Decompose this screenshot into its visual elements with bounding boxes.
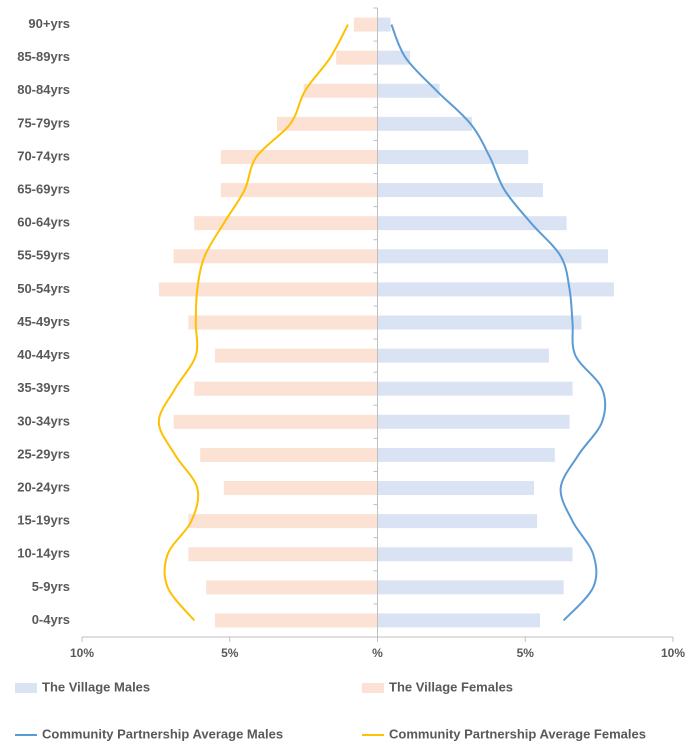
category-label: 35-39yrs bbox=[17, 380, 70, 395]
category-label: 0-4yrs bbox=[32, 612, 70, 627]
bar bbox=[377, 315, 582, 330]
category-label: 75-79yrs bbox=[17, 115, 70, 130]
legend-label: Community Partnership Average Males bbox=[42, 726, 283, 741]
bar bbox=[377, 17, 391, 32]
bar bbox=[214, 613, 378, 628]
legend-label: The Village Females bbox=[389, 679, 513, 694]
bar bbox=[377, 348, 549, 363]
bar bbox=[377, 447, 555, 462]
bar bbox=[377, 83, 440, 98]
bar bbox=[377, 282, 614, 297]
legend-label: The Village Males bbox=[42, 679, 150, 694]
category-label: 55-59yrs bbox=[17, 248, 70, 263]
category-label: 20-24yrs bbox=[17, 479, 70, 494]
bar bbox=[223, 481, 378, 496]
bar bbox=[377, 514, 538, 529]
bar bbox=[377, 249, 608, 264]
category-label: 5-9yrs bbox=[32, 579, 70, 594]
bar bbox=[277, 116, 378, 131]
bar bbox=[377, 149, 529, 164]
line bbox=[157, 24, 349, 622]
bar bbox=[377, 183, 543, 198]
category-label: 85-89yrs bbox=[17, 49, 70, 64]
bar bbox=[377, 547, 573, 562]
bar bbox=[194, 381, 378, 396]
bar bbox=[377, 481, 535, 496]
bar bbox=[336, 50, 378, 65]
category-label: 50-54yrs bbox=[17, 281, 70, 296]
bar bbox=[377, 216, 567, 231]
bar bbox=[220, 183, 378, 198]
bar bbox=[377, 381, 573, 396]
x-tick-label: 10% bbox=[70, 646, 94, 660]
bar bbox=[377, 414, 570, 429]
x-tick-label: 5% bbox=[221, 646, 239, 660]
category-label: 30-34yrs bbox=[17, 413, 70, 428]
bar bbox=[200, 447, 378, 462]
legend-swatch bbox=[362, 683, 384, 693]
category-label: 65-69yrs bbox=[17, 182, 70, 197]
category-label: 80-84yrs bbox=[17, 82, 70, 97]
bar bbox=[173, 414, 378, 429]
category-label: 70-74yrs bbox=[17, 148, 70, 163]
category-label: 90+yrs bbox=[28, 16, 70, 31]
bar bbox=[158, 282, 378, 297]
x-tick-label: % bbox=[372, 646, 383, 660]
category-label: 25-29yrs bbox=[17, 446, 70, 461]
bar bbox=[303, 83, 378, 98]
bar bbox=[188, 547, 378, 562]
category-label: 40-44yrs bbox=[17, 347, 70, 362]
category-label: 15-19yrs bbox=[17, 513, 70, 528]
bar bbox=[377, 580, 564, 595]
bar bbox=[188, 315, 378, 330]
bar bbox=[220, 149, 378, 164]
bar bbox=[206, 580, 378, 595]
bar bbox=[377, 613, 541, 628]
line bbox=[390, 24, 607, 622]
category-label: 60-64yrs bbox=[17, 215, 70, 230]
legend-label: Community Partnership Average Females bbox=[389, 726, 646, 741]
bar bbox=[188, 514, 378, 529]
bar bbox=[194, 216, 378, 231]
category-label: 45-49yrs bbox=[17, 314, 70, 329]
bar bbox=[214, 348, 378, 363]
x-tick-label: 10% bbox=[661, 646, 685, 660]
bar bbox=[353, 17, 378, 32]
category-label: 10-14yrs bbox=[17, 546, 70, 561]
x-tick-label: 5% bbox=[517, 646, 535, 660]
legend-swatch bbox=[15, 683, 37, 693]
bar bbox=[377, 50, 411, 65]
bar bbox=[377, 116, 473, 131]
bar bbox=[173, 249, 378, 264]
